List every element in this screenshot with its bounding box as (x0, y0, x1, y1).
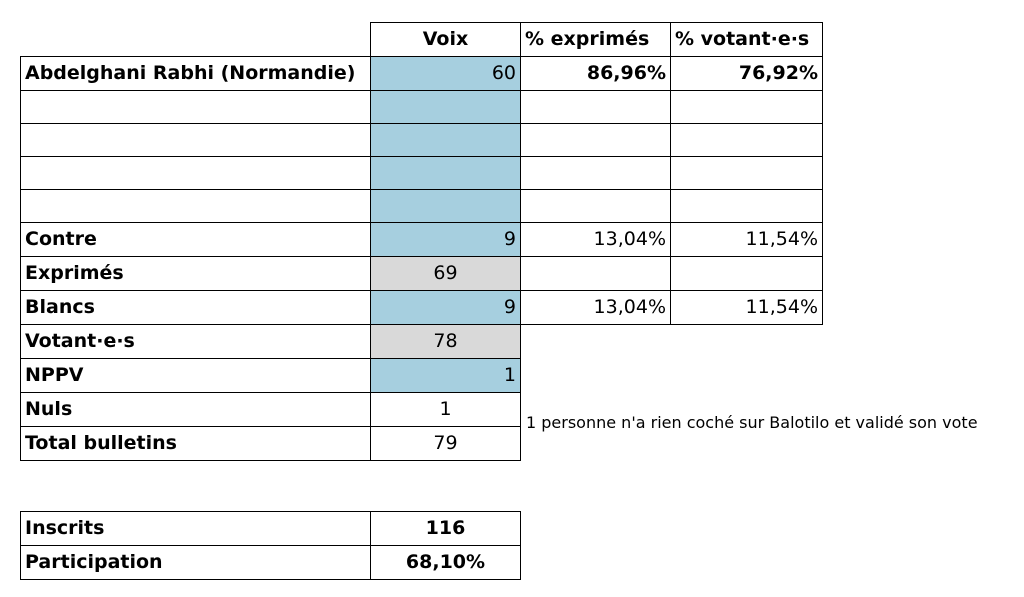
empty-cell (520, 90, 671, 124)
inscrits-label: Inscrits (20, 511, 371, 546)
total-row: Total bulletins 79 (20, 426, 823, 461)
nppv-voix: 1 (370, 358, 521, 393)
empty-label-cell (20, 123, 371, 157)
inscrits-value: 116 (370, 511, 521, 546)
nuls-voix: 1 (370, 392, 521, 427)
blancs-pct-exprimes: 13,04% (520, 290, 671, 325)
blancs-row: Blancs 9 13,04% 11,54% (20, 290, 823, 325)
votants-row: Votant·e·s 78 (20, 324, 823, 359)
contre-pct-exprimes: 13,04% (520, 222, 671, 257)
empty-label-cell (20, 189, 371, 223)
nuls-label: Nuls (20, 392, 371, 427)
empty-row (20, 156, 823, 190)
blancs-pct-votants: 11,54% (670, 290, 823, 325)
empty-voix-cell (370, 156, 521, 190)
empty-row (20, 189, 823, 223)
empty-voix-cell (370, 90, 521, 124)
empty-row (20, 123, 823, 157)
candidate-pct-votants: 76,92% (670, 56, 823, 91)
empty-label-cell (20, 90, 371, 124)
participation-row: Participation 68,10% (20, 545, 521, 580)
candidate-voix: 60 (370, 56, 521, 91)
empty-cell (670, 189, 823, 223)
candidate-pct-exprimes: 86,96% (520, 56, 671, 91)
total-voix: 79 (370, 426, 521, 461)
header-row: Voix % exprimés % votant·e·s (21, 22, 823, 57)
votants-voix: 78 (370, 324, 521, 359)
blank-cell (671, 325, 823, 359)
participation-label: Participation (20, 545, 371, 580)
contre-voix: 9 (370, 222, 521, 257)
header-pct-exprimes: % exprimés (520, 22, 671, 57)
blank-cell (521, 325, 671, 359)
exprimes-row: Exprimés 69 (20, 256, 823, 291)
summary-table: Inscrits 116 Participation 68,10% (20, 511, 521, 580)
results-table: Voix % exprimés % votant·e·s Abdelghani … (20, 22, 823, 461)
nppv-row: NPPV 1 (20, 358, 823, 393)
exprimes-voix: 69 (370, 256, 521, 291)
empty-cell (520, 256, 671, 291)
contre-label: Contre (20, 222, 371, 257)
votants-label: Votant·e·s (20, 324, 371, 359)
blank-cell (671, 359, 823, 393)
header-pct-votants: % votant·e·s (670, 22, 823, 57)
header-voix: Voix (370, 22, 521, 57)
participation-value: 68,10% (370, 545, 521, 580)
blancs-voix: 9 (370, 290, 521, 325)
empty-cell (670, 156, 823, 190)
empty-cell (670, 90, 823, 124)
empty-row (20, 90, 823, 124)
empty-voix-cell (370, 123, 521, 157)
inscrits-row: Inscrits 116 (20, 511, 521, 546)
nuls-note: 1 personne n'a rien coché sur Balotilo e… (526, 413, 978, 432)
empty-cell (520, 189, 671, 223)
empty-cell (670, 123, 823, 157)
empty-label-cell (20, 156, 371, 190)
empty-cell (520, 123, 671, 157)
candidate-row: Abdelghani Rabhi (Normandie) 60 86,96% 7… (20, 56, 823, 91)
blancs-label: Blancs (20, 290, 371, 325)
empty-corner-cell (21, 23, 371, 57)
contre-pct-votants: 11,54% (670, 222, 823, 257)
nuls-row: Nuls 1 (20, 392, 823, 427)
exprimes-label: Exprimés (20, 256, 371, 291)
candidate-name: Abdelghani Rabhi (Normandie) (20, 56, 371, 91)
empty-cell (670, 256, 823, 291)
empty-cell (520, 156, 671, 190)
nppv-label: NPPV (20, 358, 371, 393)
contre-row: Contre 9 13,04% 11,54% (20, 222, 823, 257)
empty-voix-cell (370, 189, 521, 223)
blank-cell (521, 359, 671, 393)
total-label: Total bulletins (20, 426, 371, 461)
